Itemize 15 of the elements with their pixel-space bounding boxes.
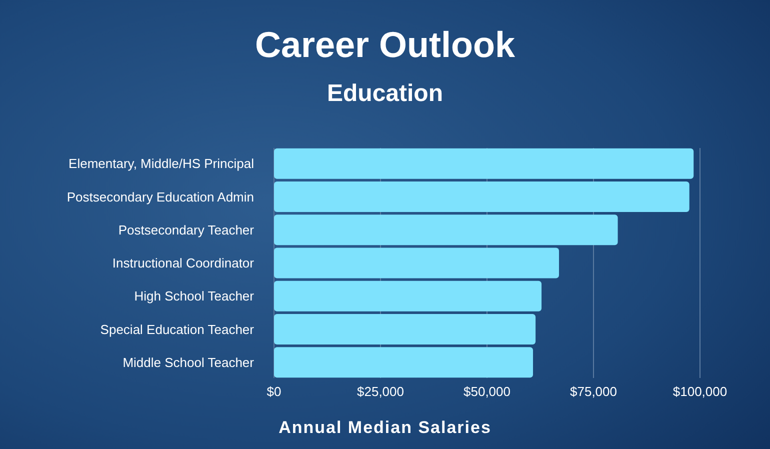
x-tick-label: $0 [266,384,282,399]
y-tick-label: Special Education Teacher [100,322,255,337]
y-tick-label: Instructional Coordinator [112,256,255,271]
chart-subtitle: Education [326,80,444,107]
x-tick-label: $100,000 [672,384,728,399]
x-tick-label: $50,000 [464,384,510,399]
chart-title: Career Outlook [254,24,516,65]
x-tick-label: $75,000 [570,384,617,399]
y-tick-label: High School Teacher [134,288,255,304]
y-tick-label: Postsecondary Education Admin [66,189,254,204]
x-axis-title: Annual Median Salaries [278,418,492,437]
y-tick-label: Elementary, Middle/HS Principal [68,156,254,172]
y-tick-label: Middle School Teacher [122,354,255,370]
y-tick-label: Postsecondary Teacher [118,222,255,238]
x-tick-label: $25,000 [357,384,404,399]
